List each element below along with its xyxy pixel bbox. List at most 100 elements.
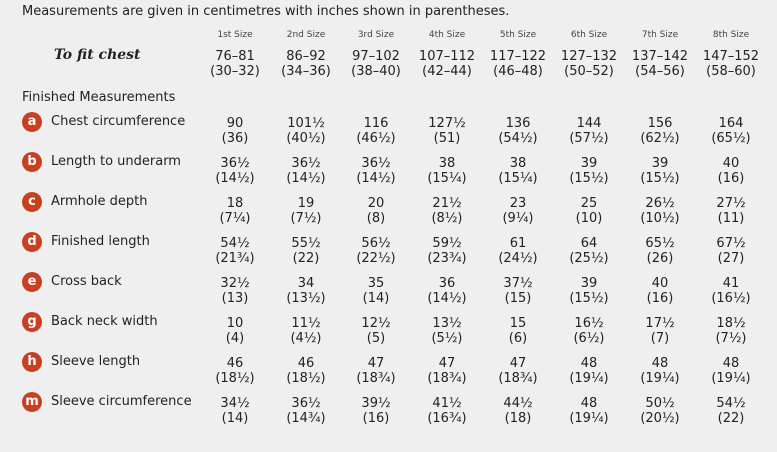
cm-value: 127½ <box>428 116 466 131</box>
inch-value: (34–36) <box>281 64 331 79</box>
inch-value: (22) <box>717 411 745 426</box>
table-cell: 39 (15½) <box>553 276 625 306</box>
table-cell: 90 (36) <box>199 116 271 146</box>
cm-value: 164 <box>718 116 744 131</box>
letter-badge: h <box>22 352 42 372</box>
inch-value: (65½) <box>711 131 751 146</box>
letter-badge: a <box>22 112 42 132</box>
cm-value: 20 <box>367 196 385 211</box>
table-cell: 26½ (10½) <box>624 196 696 226</box>
table-cell: 17½ (7) <box>624 316 696 346</box>
table-cell: 46 (18½) <box>270 356 342 386</box>
inch-value: (36) <box>221 131 249 146</box>
table-cell: 59½ (23¾) <box>411 236 483 266</box>
cm-value: 27½ <box>716 196 746 211</box>
cm-value: 17½ <box>645 316 675 331</box>
inch-value: (57½) <box>569 131 609 146</box>
size-header: 8th Size <box>712 30 750 40</box>
cm-value: 36 <box>438 276 456 291</box>
cm-value: 54½ <box>220 236 250 251</box>
measurement-label: Finished length <box>51 234 150 249</box>
table-cell: 46 (18½) <box>199 356 271 386</box>
inch-value: (10) <box>575 211 603 226</box>
table-cell: 36½ (14½) <box>199 156 271 186</box>
cm-value: 41½ <box>432 396 462 411</box>
cm-value: 48 <box>580 396 598 411</box>
table-cell: 50½ (20½) <box>624 396 696 426</box>
table-cell: 54½ (22) <box>695 396 767 426</box>
cm-value: 47 <box>367 356 385 371</box>
table-cell: 64 (25½) <box>553 236 625 266</box>
measurement-label: Back neck width <box>51 314 158 329</box>
table-cell: 18 (7¼) <box>199 196 271 226</box>
inch-value: (8) <box>366 211 386 226</box>
inch-value: (18½) <box>215 371 255 386</box>
letter-badge: c <box>22 192 42 212</box>
table-cell: 21½ (8½) <box>411 196 483 226</box>
cm-value: 39 <box>651 156 669 171</box>
inch-value: (5) <box>366 331 386 346</box>
inch-value: (19¼) <box>569 371 609 386</box>
cm-value: 16½ <box>574 316 604 331</box>
table-cell: 32½ (13) <box>199 276 271 306</box>
table-cell: 35 (14) <box>340 276 412 306</box>
table-cell: 47 (18¾) <box>482 356 554 386</box>
cm-value: 48 <box>580 356 598 371</box>
table-cell: 39 (15½) <box>553 156 625 186</box>
cm-value: 26½ <box>645 196 675 211</box>
inch-value: (46½) <box>356 131 396 146</box>
inch-value: (4½) <box>290 331 322 346</box>
cm-value: 36½ <box>291 156 321 171</box>
table-cell: 61 (24½) <box>482 236 554 266</box>
cm-value: 64 <box>580 236 598 251</box>
cm-value: 156 <box>647 116 673 131</box>
table-cell: 54½ (21¾) <box>199 236 271 266</box>
cm-value: 48 <box>651 356 669 371</box>
table-cell: 36 (14½) <box>411 276 483 306</box>
cm-value: 21½ <box>432 196 462 211</box>
inch-value: (4) <box>225 331 245 346</box>
inch-value: (18½) <box>286 371 326 386</box>
cm-value: 65½ <box>645 236 675 251</box>
table-cell: 156 (62½) <box>624 116 696 146</box>
intro-text: Measurements are given in centimetres wi… <box>22 4 510 19</box>
inch-value: (13) <box>221 291 249 306</box>
cm-value: 136 <box>505 116 531 131</box>
inch-value: (15½) <box>569 291 609 306</box>
table-cell: 48 (19¼) <box>624 356 696 386</box>
inch-value: (19¼) <box>569 411 609 426</box>
table-cell: 137–142 (54–56) <box>624 49 696 79</box>
size-header: 7th Size <box>641 30 679 40</box>
table-cell: 48 (19¼) <box>553 396 625 426</box>
inch-value: (16) <box>646 291 674 306</box>
table-cell: 10 (4) <box>199 316 271 346</box>
cm-value: 137–142 <box>631 49 689 64</box>
measurement-label: Sleeve circumference <box>51 394 192 409</box>
size-header: 1st Size <box>217 30 253 40</box>
inch-value: (20½) <box>640 411 680 426</box>
size-header: 2nd Size <box>286 30 326 40</box>
cm-value: 13½ <box>432 316 462 331</box>
table-cell: 25 (10) <box>553 196 625 226</box>
table-cell: 55½ (22) <box>270 236 342 266</box>
table-cell: 164 (65½) <box>695 116 767 146</box>
table-cell: 56½ (22½) <box>340 236 412 266</box>
inch-value: (15¼) <box>427 171 467 186</box>
cm-value: 127–132 <box>560 49 618 64</box>
inch-value: (7½) <box>715 331 747 346</box>
inch-value: (54½) <box>498 131 538 146</box>
cm-value: 46 <box>226 356 244 371</box>
inch-value: (14½) <box>286 171 326 186</box>
inch-value: (19¼) <box>711 371 751 386</box>
cm-value: 41 <box>722 276 740 291</box>
letter-badge: e <box>22 272 42 292</box>
table-cell: 40 (16) <box>624 276 696 306</box>
cm-value: 90 <box>226 116 244 131</box>
inch-value: (26) <box>646 251 674 266</box>
cm-value: 38 <box>438 156 456 171</box>
inch-value: (23¾) <box>427 251 467 266</box>
measurement-label: Length to underarm <box>51 154 181 169</box>
inch-value: (46–48) <box>493 64 543 79</box>
table-cell: 41½ (16¾) <box>411 396 483 426</box>
cm-value: 25 <box>580 196 598 211</box>
